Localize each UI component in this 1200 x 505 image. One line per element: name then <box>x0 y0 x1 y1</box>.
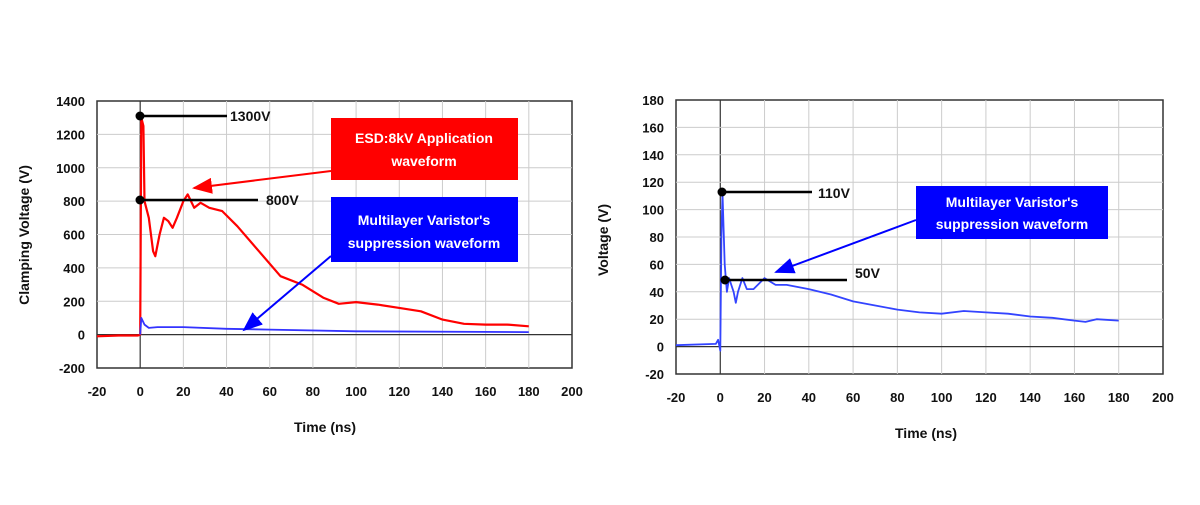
y-tick-label: -20 <box>645 367 664 382</box>
y-tick-label: -200 <box>59 361 85 376</box>
annotation-label-110v: 110V <box>818 185 851 201</box>
callout-box-esd <box>331 118 518 180</box>
callout-text-varistor-line1: Multilayer Varistor's <box>946 194 1079 210</box>
y-tick-label: 200 <box>63 294 85 309</box>
series-line-esd <box>96 116 529 338</box>
x-axis-title: Time (ns) <box>294 419 356 435</box>
varistor-voltage-chart: Voltage (V) Time (ns) -20 0 20 40 60 80 100 120… <box>595 93 1174 441</box>
annotation-marker-110v <box>717 187 727 197</box>
y-tick-label: 120 <box>642 175 664 190</box>
x-tick-label: 180 <box>1108 390 1130 405</box>
x-tick-label: -20 <box>667 390 686 405</box>
x-tick-label: 140 <box>432 384 454 399</box>
y-tick-label: 180 <box>642 93 664 108</box>
y-tick-label: 100 <box>642 203 664 218</box>
x-tick-label: 20 <box>176 384 190 399</box>
annotation-label-800v: 800V <box>266 192 299 208</box>
clamping-voltage-chart: Clamping Voltage (V) Time (ns) -20 0 20 40 6… <box>16 94 583 435</box>
callout-arrow-varistor <box>774 219 917 274</box>
callout-box-varistor <box>916 186 1108 239</box>
x-tick-label: 200 <box>561 384 583 399</box>
x-axis-title: Time (ns) <box>895 425 957 441</box>
annotation-label-1300v: 1300V <box>230 108 271 124</box>
x-tick-label: 80 <box>306 384 320 399</box>
y-tick-label: 1400 <box>56 94 85 109</box>
series-line-varistor <box>675 192 1119 352</box>
annotation-label-50v: 50V <box>855 265 881 281</box>
y-axis-title: Voltage (V) <box>595 204 611 276</box>
x-tick-label: 120 <box>388 384 410 399</box>
y-tick-label: 600 <box>63 228 85 243</box>
annotation-marker-1300v <box>135 111 145 121</box>
series-line-varistor <box>139 316 529 335</box>
y-tick-label: 60 <box>650 257 664 272</box>
y-tick-label: 0 <box>78 328 85 343</box>
x-tick-label: 140 <box>1019 390 1041 405</box>
x-tick-label: 0 <box>137 384 144 399</box>
y-tick-label: 160 <box>642 120 664 135</box>
callout-text-varistor-line2: suppression waveform <box>936 216 1089 232</box>
callout-text-esd-line1: ESD:8kV Application <box>355 130 493 146</box>
x-tick-label: 80 <box>890 390 904 405</box>
y-axis-title: Clamping Voltage (V) <box>16 165 32 305</box>
x-tick-label: 120 <box>975 390 997 405</box>
x-tick-label: 180 <box>518 384 540 399</box>
callout-box-varistor <box>331 197 518 262</box>
y-tick-label: 20 <box>650 312 664 327</box>
x-tick-label: 40 <box>219 384 233 399</box>
annotation-marker-50v <box>720 275 730 285</box>
callout-text-varistor-line1: Multilayer Varistor's <box>358 212 491 228</box>
x-tick-label: 60 <box>262 384 276 399</box>
callout-arrow-esd <box>192 170 332 194</box>
x-tick-label: 100 <box>931 390 953 405</box>
y-tick-label: 80 <box>650 230 664 245</box>
annotation-marker-800v <box>135 195 145 205</box>
callout-arrow-varistor <box>242 255 332 332</box>
callout-text-esd-line2: waveform <box>390 153 456 169</box>
x-tick-label: 200 <box>1152 390 1174 405</box>
x-tick-label: -20 <box>88 384 107 399</box>
x-tick-label: 60 <box>846 390 860 405</box>
x-tick-label: 160 <box>475 384 497 399</box>
y-tick-label: 800 <box>63 194 85 209</box>
x-tick-label: 160 <box>1064 390 1086 405</box>
y-tick-label: 1200 <box>56 127 85 142</box>
x-tick-label: 100 <box>345 384 367 399</box>
x-tick-label: 20 <box>757 390 771 405</box>
y-tick-label: 1000 <box>56 161 85 176</box>
y-tick-label: 40 <box>650 285 664 300</box>
y-tick-label: 0 <box>657 340 664 355</box>
y-tick-label: 400 <box>63 261 85 276</box>
y-tick-label: 140 <box>642 148 664 163</box>
x-tick-label: 40 <box>802 390 816 405</box>
callout-text-varistor-line2: suppression waveform <box>348 235 501 251</box>
x-tick-label: 0 <box>717 390 724 405</box>
